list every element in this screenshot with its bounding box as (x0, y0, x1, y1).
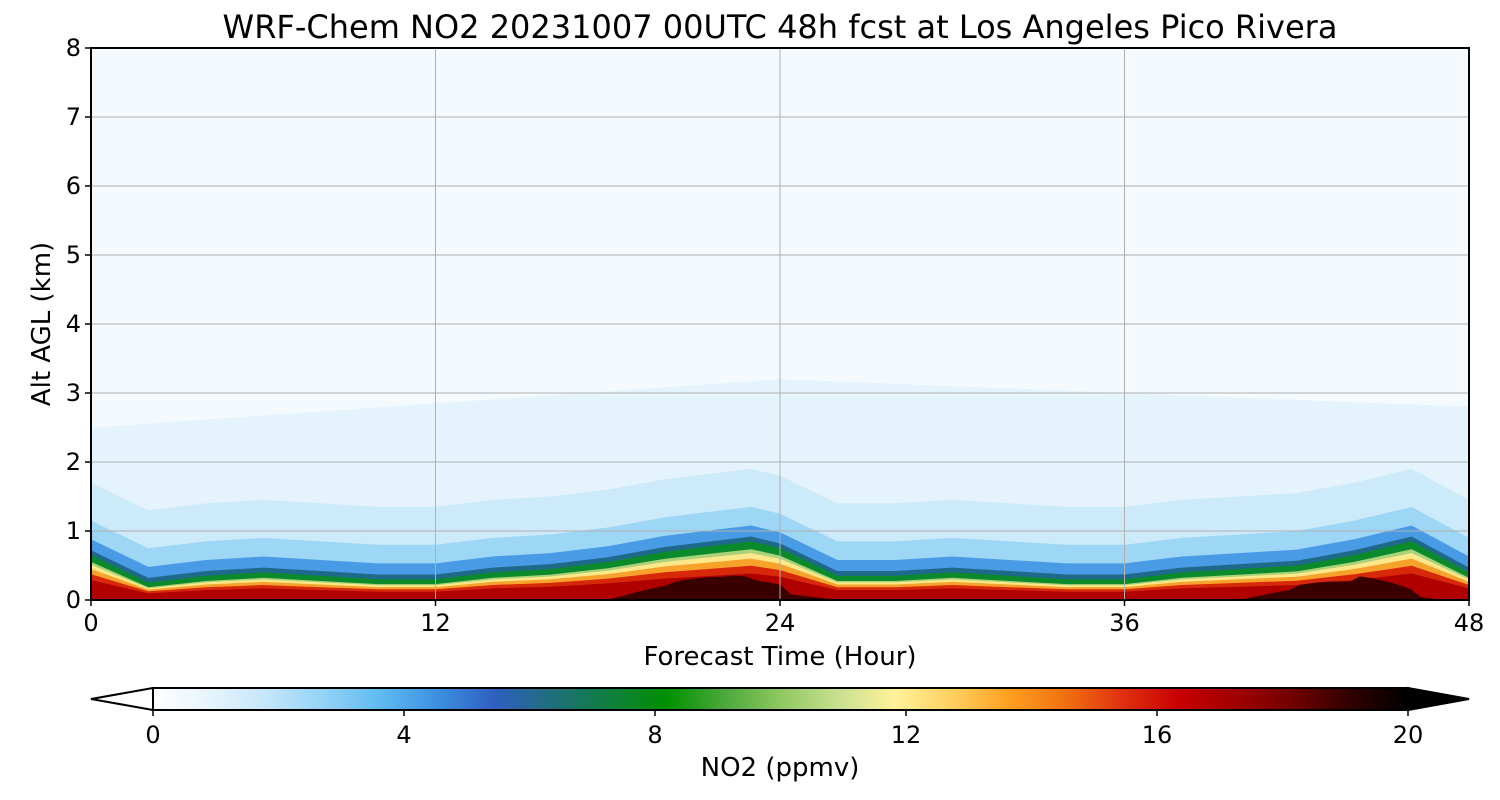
y-tick-label: 1 (66, 517, 81, 545)
grid-lines (91, 48, 1469, 600)
chart-title: WRF-Chem NO2 20231007 00UTC 48h fcst at … (223, 8, 1338, 46)
colorbar: 0 4 8 12 16 20 (90, 686, 1470, 749)
colorbar-tick-label: 4 (396, 721, 411, 749)
y-tick-label: 7 (66, 103, 81, 131)
colorbar-label: NO2 (ppmv) (701, 753, 860, 783)
colorbar-tick-label: 20 (1393, 721, 1424, 749)
y-tick-label: 8 (66, 34, 81, 62)
colorbar-tick-label: 12 (891, 721, 922, 749)
x-tick-label: 36 (1109, 609, 1140, 637)
colorbar-tick-label: 8 (647, 721, 662, 749)
x-tick-label: 0 (83, 609, 98, 637)
y-tick-label: 6 (66, 172, 81, 200)
y-tick-label: 4 (66, 310, 81, 338)
y-axis-ticks: 0 1 2 3 4 5 6 7 8 (66, 34, 91, 614)
colorbar-ticks: 0 4 8 12 16 20 (145, 710, 1423, 749)
x-tick-label: 24 (765, 609, 796, 637)
colorbar-tick-label: 16 (1142, 721, 1173, 749)
high-no2-core-2 (1239, 576, 1441, 600)
x-tick-label: 48 (1454, 609, 1485, 637)
y-axis-label: Alt AGL (km) (27, 242, 57, 406)
colorbar-max-extend (1407, 686, 1470, 712)
y-tick-label: 3 (66, 379, 81, 407)
y-tick-label: 2 (66, 448, 81, 476)
y-tick-label: 0 (66, 586, 81, 614)
x-tick-label: 12 (420, 609, 451, 637)
x-axis-ticks: 0 12 24 36 48 (83, 600, 1484, 637)
x-axis-label: Forecast Time (Hour) (643, 642, 916, 672)
y-tick-label: 5 (66, 241, 81, 269)
colorbar-tick-label: 0 (145, 721, 160, 749)
colorbar-min-extend (90, 686, 154, 712)
colorbar-body (152, 687, 1409, 711)
